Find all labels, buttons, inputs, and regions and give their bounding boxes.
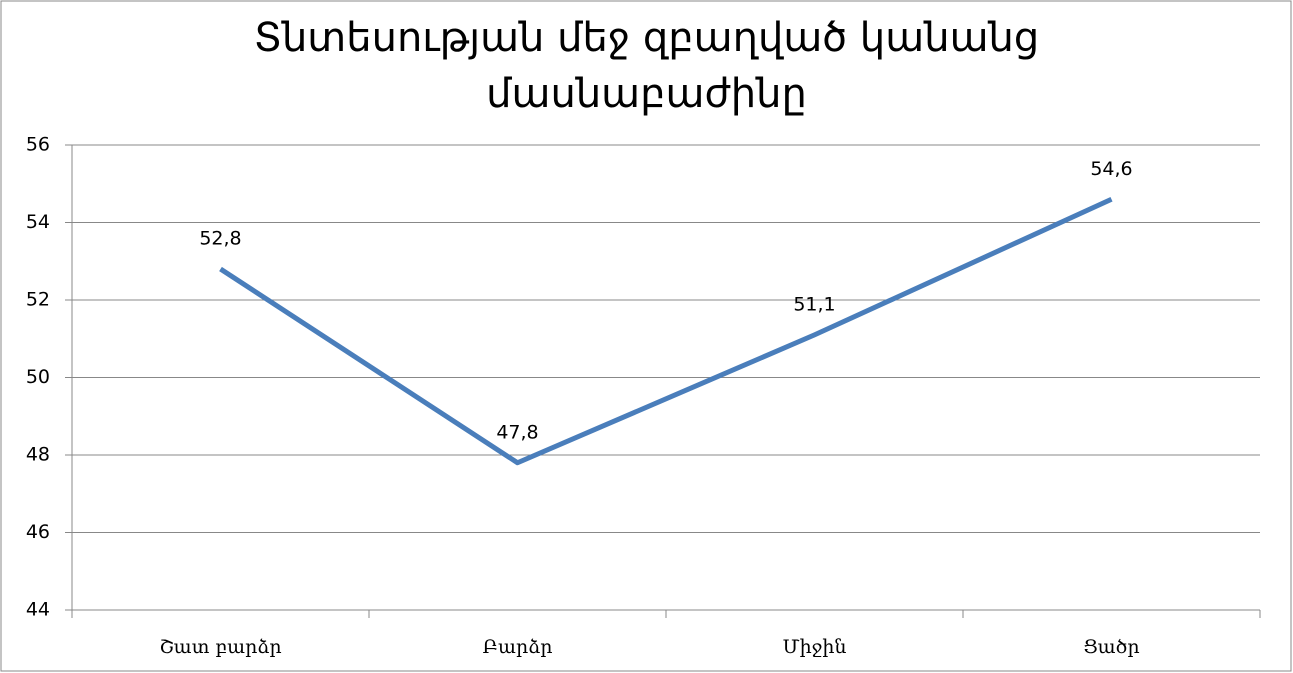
x-tick-label: Բարձր: [483, 636, 553, 658]
data-label: 51,1: [793, 293, 835, 315]
data-line: [219, 196, 1113, 466]
data-label: 54,6: [1090, 158, 1132, 180]
x-tick-label: Ցածր: [1083, 636, 1139, 658]
x-tick-label: Շատ բարձր: [159, 636, 281, 658]
y-tick-label: 44: [26, 599, 50, 621]
data-label: 52,8: [199, 228, 241, 250]
data-label: 47,8: [496, 421, 538, 443]
y-tick-label: 54: [26, 211, 50, 233]
y-tick-label: 56: [26, 134, 50, 156]
x-tick-label: Միջին: [783, 636, 847, 658]
y-tick-label: 48: [26, 444, 50, 466]
y-tick-label: 46: [26, 521, 50, 543]
y-tick-label: 50: [26, 366, 50, 388]
y-tick-label: 52: [26, 289, 50, 311]
chart-title: Տնտեսության մեջ զբաղված կանանց մասնաբաժի…: [253, 15, 1040, 117]
